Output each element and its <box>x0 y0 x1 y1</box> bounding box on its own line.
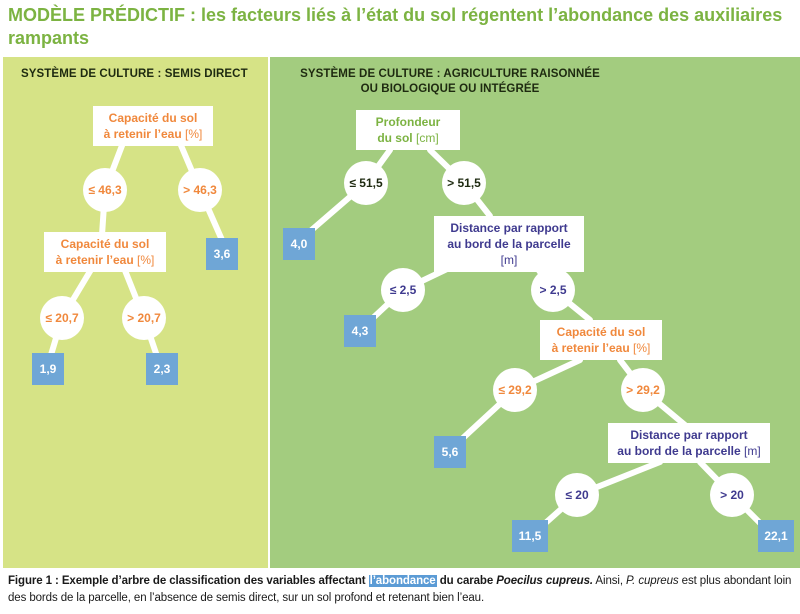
node-unit: [%] <box>633 341 651 355</box>
right-cond-2-left: ≤ 2,5 <box>381 268 425 312</box>
node-line1: Capacité du sol <box>556 325 646 339</box>
right-cond-4-left: ≤ 20 <box>555 473 599 517</box>
panel-right-heading-line1: SYSTÈME DE CULTURE : AGRICULTURE RAISONN… <box>300 68 600 80</box>
node-line2-text: à retenir l’eau <box>103 127 182 141</box>
node-unit: [m] <box>500 253 518 267</box>
caption-after-highlight: du carabe <box>436 575 497 587</box>
left-node-2: Capacité du sol à retenir l’eau [%] <box>44 232 166 272</box>
node-line1: Capacité du sol <box>60 237 150 251</box>
node-line2-text: à retenir l’eau <box>551 341 630 355</box>
node-line1: Capacité du sol <box>108 111 198 125</box>
node-line2: à retenir l’eau [%] <box>546 340 656 356</box>
right-cond-4-right: > 20 <box>710 473 754 517</box>
panel-left-heading: SYSTÈME DE CULTURE : SEMIS DIRECT <box>21 68 248 80</box>
caption-species-short: P. cupreus <box>626 575 679 587</box>
node-line2: au bord de la parcelle [m] <box>440 236 578 268</box>
right-root-node: Profondeur du sol [cm] <box>356 110 460 150</box>
right-node-4: Distance par rapport au bord de la parce… <box>608 423 770 463</box>
right-cond-2-right: > 2,5 <box>531 268 575 312</box>
node-line2: à retenir l’eau [%] <box>99 126 207 142</box>
right-leaf-c: 5,6 <box>434 436 466 468</box>
left-cond-1-right: > 46,3 <box>178 168 222 212</box>
node-line1: Distance par rapport <box>630 428 748 442</box>
node-line2-text: du sol <box>377 131 413 145</box>
caption-species: Poecilus cupreus. <box>496 575 593 587</box>
left-cond-2-left: ≤ 20,7 <box>40 296 84 340</box>
left-leaf-a: 3,6 <box>206 238 238 270</box>
node-line2: à retenir l’eau [%] <box>50 252 160 268</box>
node-line2-text: à retenir l’eau <box>55 253 134 267</box>
right-leaf-b: 4,3 <box>344 315 376 347</box>
caption-text1: Ainsi, <box>592 575 627 587</box>
node-line1: Profondeur <box>375 115 441 129</box>
right-cond-3-left: ≤ 29,2 <box>493 368 537 412</box>
node-line2-text: au bord de la parcelle <box>617 444 741 458</box>
left-leaf-c: 2,3 <box>146 353 178 385</box>
figure-caption: Figure 1 : Exemple d’arbre de classifica… <box>8 573 798 607</box>
right-node-2: Distance par rapport au bord de la parce… <box>434 216 584 272</box>
panel-right-heading: SYSTÈME DE CULTURE : AGRICULTURE RAISONN… <box>280 67 620 97</box>
left-root-node: Capacité du sol à retenir l’eau [%] <box>93 106 213 146</box>
node-unit: [m] <box>744 444 761 458</box>
node-line2: du sol [cm] <box>362 130 454 146</box>
node-unit: [cm] <box>416 131 439 145</box>
left-cond-1-left: ≤ 46,3 <box>83 168 127 212</box>
caption-highlight: l’abondance <box>368 575 437 587</box>
right-cond-3-right: > 29,2 <box>621 368 665 412</box>
node-line2-text: au bord de la parcelle <box>447 237 571 251</box>
node-line2: au bord de la parcelle [m] <box>614 443 764 459</box>
node-unit: [%] <box>185 127 203 141</box>
title-rest: les facteurs liés à l’état du sol régent… <box>8 5 783 48</box>
figure-title: MODÈLE PRÉDICTIF : les facteurs liés à l… <box>8 4 798 50</box>
right-cond-1-left: ≤ 51,5 <box>344 161 388 205</box>
caption-text2: est plus abondant loin des bords de la p… <box>8 575 792 604</box>
caption-label: Figure 1 : Exemple d’arbre de classifica… <box>8 575 369 587</box>
title-strong: MODÈLE PRÉDICTIF : <box>8 5 196 25</box>
right-leaf-a: 4,0 <box>283 228 315 260</box>
right-leaf-d: 11,5 <box>512 520 548 552</box>
right-leaf-e: 22,1 <box>758 520 794 552</box>
right-cond-1-right: > 51,5 <box>442 161 486 205</box>
node-line1: Distance par rapport <box>450 221 568 235</box>
left-leaf-b: 1,9 <box>32 353 64 385</box>
right-node-3: Capacité du sol à retenir l’eau [%] <box>540 320 662 360</box>
node-unit: [%] <box>137 253 155 267</box>
left-cond-2-right: > 20,7 <box>122 296 166 340</box>
panel-right-heading-line2: OU BIOLOGIQUE OU INTÉGRÉE <box>360 83 540 95</box>
